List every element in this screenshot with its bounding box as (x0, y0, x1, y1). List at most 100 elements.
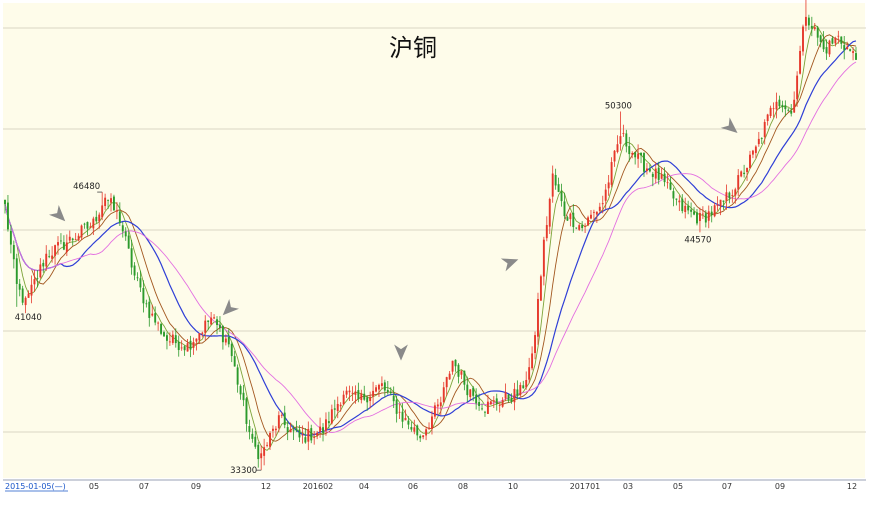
candle (336, 396, 339, 419)
candle-body (560, 191, 563, 202)
candle-body (713, 205, 716, 217)
candle (227, 328, 230, 348)
candle-body (389, 391, 392, 394)
candle (18, 279, 21, 297)
candle-body (207, 320, 210, 322)
candle (333, 399, 336, 419)
candle-body (115, 210, 118, 212)
x-tick-label: 07 (139, 482, 149, 491)
candle (672, 187, 675, 207)
candle (504, 383, 507, 402)
candle (86, 221, 89, 236)
candle (233, 350, 236, 367)
candle (436, 398, 439, 415)
candle-body (392, 395, 395, 402)
candle (15, 253, 18, 307)
candle (516, 380, 519, 400)
candle (566, 215, 569, 221)
candle (781, 100, 784, 113)
candle (236, 364, 239, 393)
candle (519, 382, 522, 397)
candle (24, 296, 27, 314)
candle (578, 223, 581, 231)
candle-body (825, 47, 828, 54)
candle (525, 371, 528, 390)
candle-body (254, 436, 257, 447)
candle-body (280, 414, 283, 416)
candle (304, 428, 307, 444)
candle (248, 419, 251, 440)
candle-body (219, 324, 221, 328)
candle (822, 31, 825, 52)
candle-body (501, 400, 504, 407)
candle-body (457, 364, 460, 377)
candle-body (336, 403, 339, 412)
candle-body (622, 133, 625, 135)
x-tick-label: 10 (508, 482, 518, 491)
candle (684, 197, 687, 219)
candle-body (701, 213, 704, 215)
candle (495, 393, 498, 411)
candle (598, 202, 601, 214)
candle (625, 129, 628, 153)
candle (160, 323, 163, 336)
candle (784, 100, 787, 117)
candle-body (451, 360, 454, 372)
candle-body (448, 373, 451, 380)
candle-body (401, 411, 404, 422)
candle (286, 420, 289, 441)
candle-body (763, 121, 766, 137)
candle-body (492, 400, 495, 402)
candlesticks (4, 0, 857, 471)
candle-body (413, 427, 416, 432)
candle (796, 71, 799, 107)
candle-body (183, 346, 186, 351)
candle-body (719, 199, 722, 207)
candle (98, 212, 101, 229)
candle-body (325, 419, 327, 431)
start-date-label[interactable]: 2015-01-05(—) (5, 482, 66, 491)
candle (254, 430, 257, 449)
candle (722, 200, 725, 210)
candle-body (339, 404, 342, 407)
candle (548, 197, 551, 234)
candle-body (269, 432, 271, 447)
candle-body (478, 402, 481, 406)
candle (704, 210, 707, 228)
candle (360, 389, 363, 404)
candle-body (675, 198, 678, 200)
candle-body (619, 136, 622, 144)
candle (666, 173, 669, 189)
candle-body (369, 396, 372, 402)
candle (563, 192, 566, 219)
candle (133, 262, 136, 281)
candle (295, 420, 298, 433)
candle-body (772, 108, 775, 110)
candle-body (163, 332, 165, 337)
candle-body (551, 173, 554, 197)
candle (469, 388, 472, 401)
candle-body (266, 444, 269, 446)
candle-body (51, 255, 54, 259)
candle-body (731, 195, 734, 197)
candle-body (395, 399, 398, 414)
candle-body (433, 405, 436, 417)
x-tick-label: 05 (89, 482, 99, 491)
candle-body (598, 206, 601, 211)
candle (619, 111, 622, 151)
candle-body (124, 231, 127, 237)
candle (45, 245, 48, 271)
candle (239, 384, 242, 400)
candle-body (766, 114, 769, 122)
candle-body (737, 175, 740, 190)
candle-body (110, 198, 112, 203)
candle (163, 330, 165, 337)
plot-background (3, 3, 865, 478)
candle-body (316, 432, 319, 436)
candle (186, 339, 189, 352)
candle-body (693, 211, 696, 215)
candle (728, 191, 731, 204)
candle (486, 394, 489, 414)
candle-body (398, 411, 401, 413)
